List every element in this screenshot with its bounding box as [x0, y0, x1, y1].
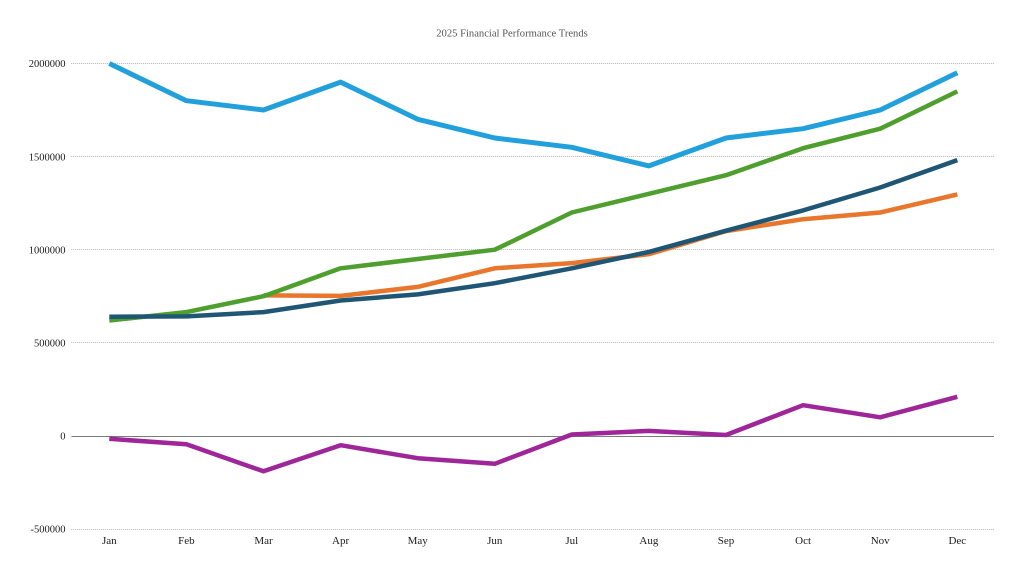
svg-text:Feb: Feb [178, 535, 195, 547]
svg-text:Sep: Sep [718, 535, 735, 547]
svg-text:Nov: Nov [871, 535, 890, 547]
svg-text:Oct: Oct [795, 535, 811, 547]
svg-text:May: May [408, 535, 429, 547]
svg-text:Jul: Jul [565, 535, 578, 547]
svg-text:2000000: 2000000 [29, 59, 66, 70]
svg-text:Jan: Jan [102, 535, 117, 547]
svg-text:Aug: Aug [639, 535, 658, 547]
svg-text:1500000: 1500000 [29, 152, 66, 163]
svg-text:Apr: Apr [332, 535, 349, 547]
svg-text:1000000: 1000000 [29, 245, 66, 256]
svg-text:-500000: -500000 [31, 525, 66, 536]
svg-text:500000: 500000 [34, 339, 66, 350]
svg-text:2025 Financial Performance Tre: 2025 Financial Performance Trends [436, 29, 588, 40]
svg-text:Mar: Mar [254, 535, 273, 547]
svg-text:0: 0 [60, 432, 65, 443]
svg-text:Jun: Jun [487, 535, 503, 547]
svg-text:Dec: Dec [948, 535, 966, 547]
